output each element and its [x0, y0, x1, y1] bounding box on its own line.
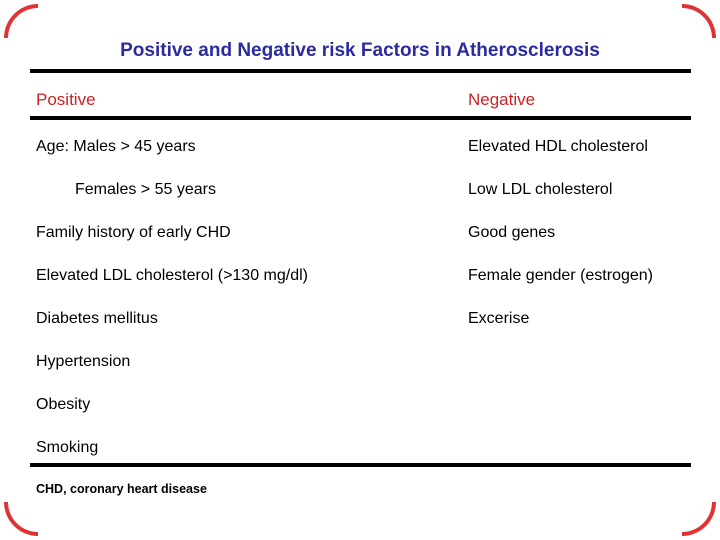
corner-ornament-bottom-left — [4, 502, 38, 536]
divider-bottom — [30, 463, 691, 467]
positive-item-obesity: Obesity — [36, 396, 91, 413]
positive-item-hypertension: Hypertension — [36, 353, 131, 370]
corner-ornament-top-left — [4, 4, 38, 38]
corner-ornament-top-right — [682, 4, 716, 38]
footnote-abbreviation: CHD, coronary heart disease — [36, 482, 207, 496]
divider-top — [30, 69, 691, 73]
negative-item-low-ldl: Low LDL cholesterol — [468, 181, 613, 198]
slide-title: Positive and Negative risk Factors in At… — [120, 40, 600, 61]
column-header-positive: Positive — [36, 90, 96, 109]
divider-header — [30, 116, 691, 120]
positive-item-family-history: Family history of early CHD — [36, 224, 231, 241]
positive-item-elevated-ldl: Elevated LDL cholesterol (>130 mg/dl) — [36, 267, 308, 284]
negative-item-good-genes: Good genes — [468, 224, 556, 241]
negative-item-elevated-hdl: Elevated HDL cholesterol — [468, 138, 648, 155]
positive-item-smoking: Smoking — [36, 439, 99, 456]
negative-item-exercise: Excerise — [468, 310, 530, 327]
positive-item-females: Females > 55 years — [75, 181, 216, 198]
positive-item-diabetes: Diabetes mellitus — [36, 310, 158, 327]
positive-item-age-males: Age: Males > 45 years — [36, 138, 196, 155]
column-header-negative: Negative — [468, 90, 536, 109]
negative-item-female-gender: Female gender (estrogen) — [468, 267, 653, 284]
corner-ornament-bottom-right — [682, 502, 716, 536]
